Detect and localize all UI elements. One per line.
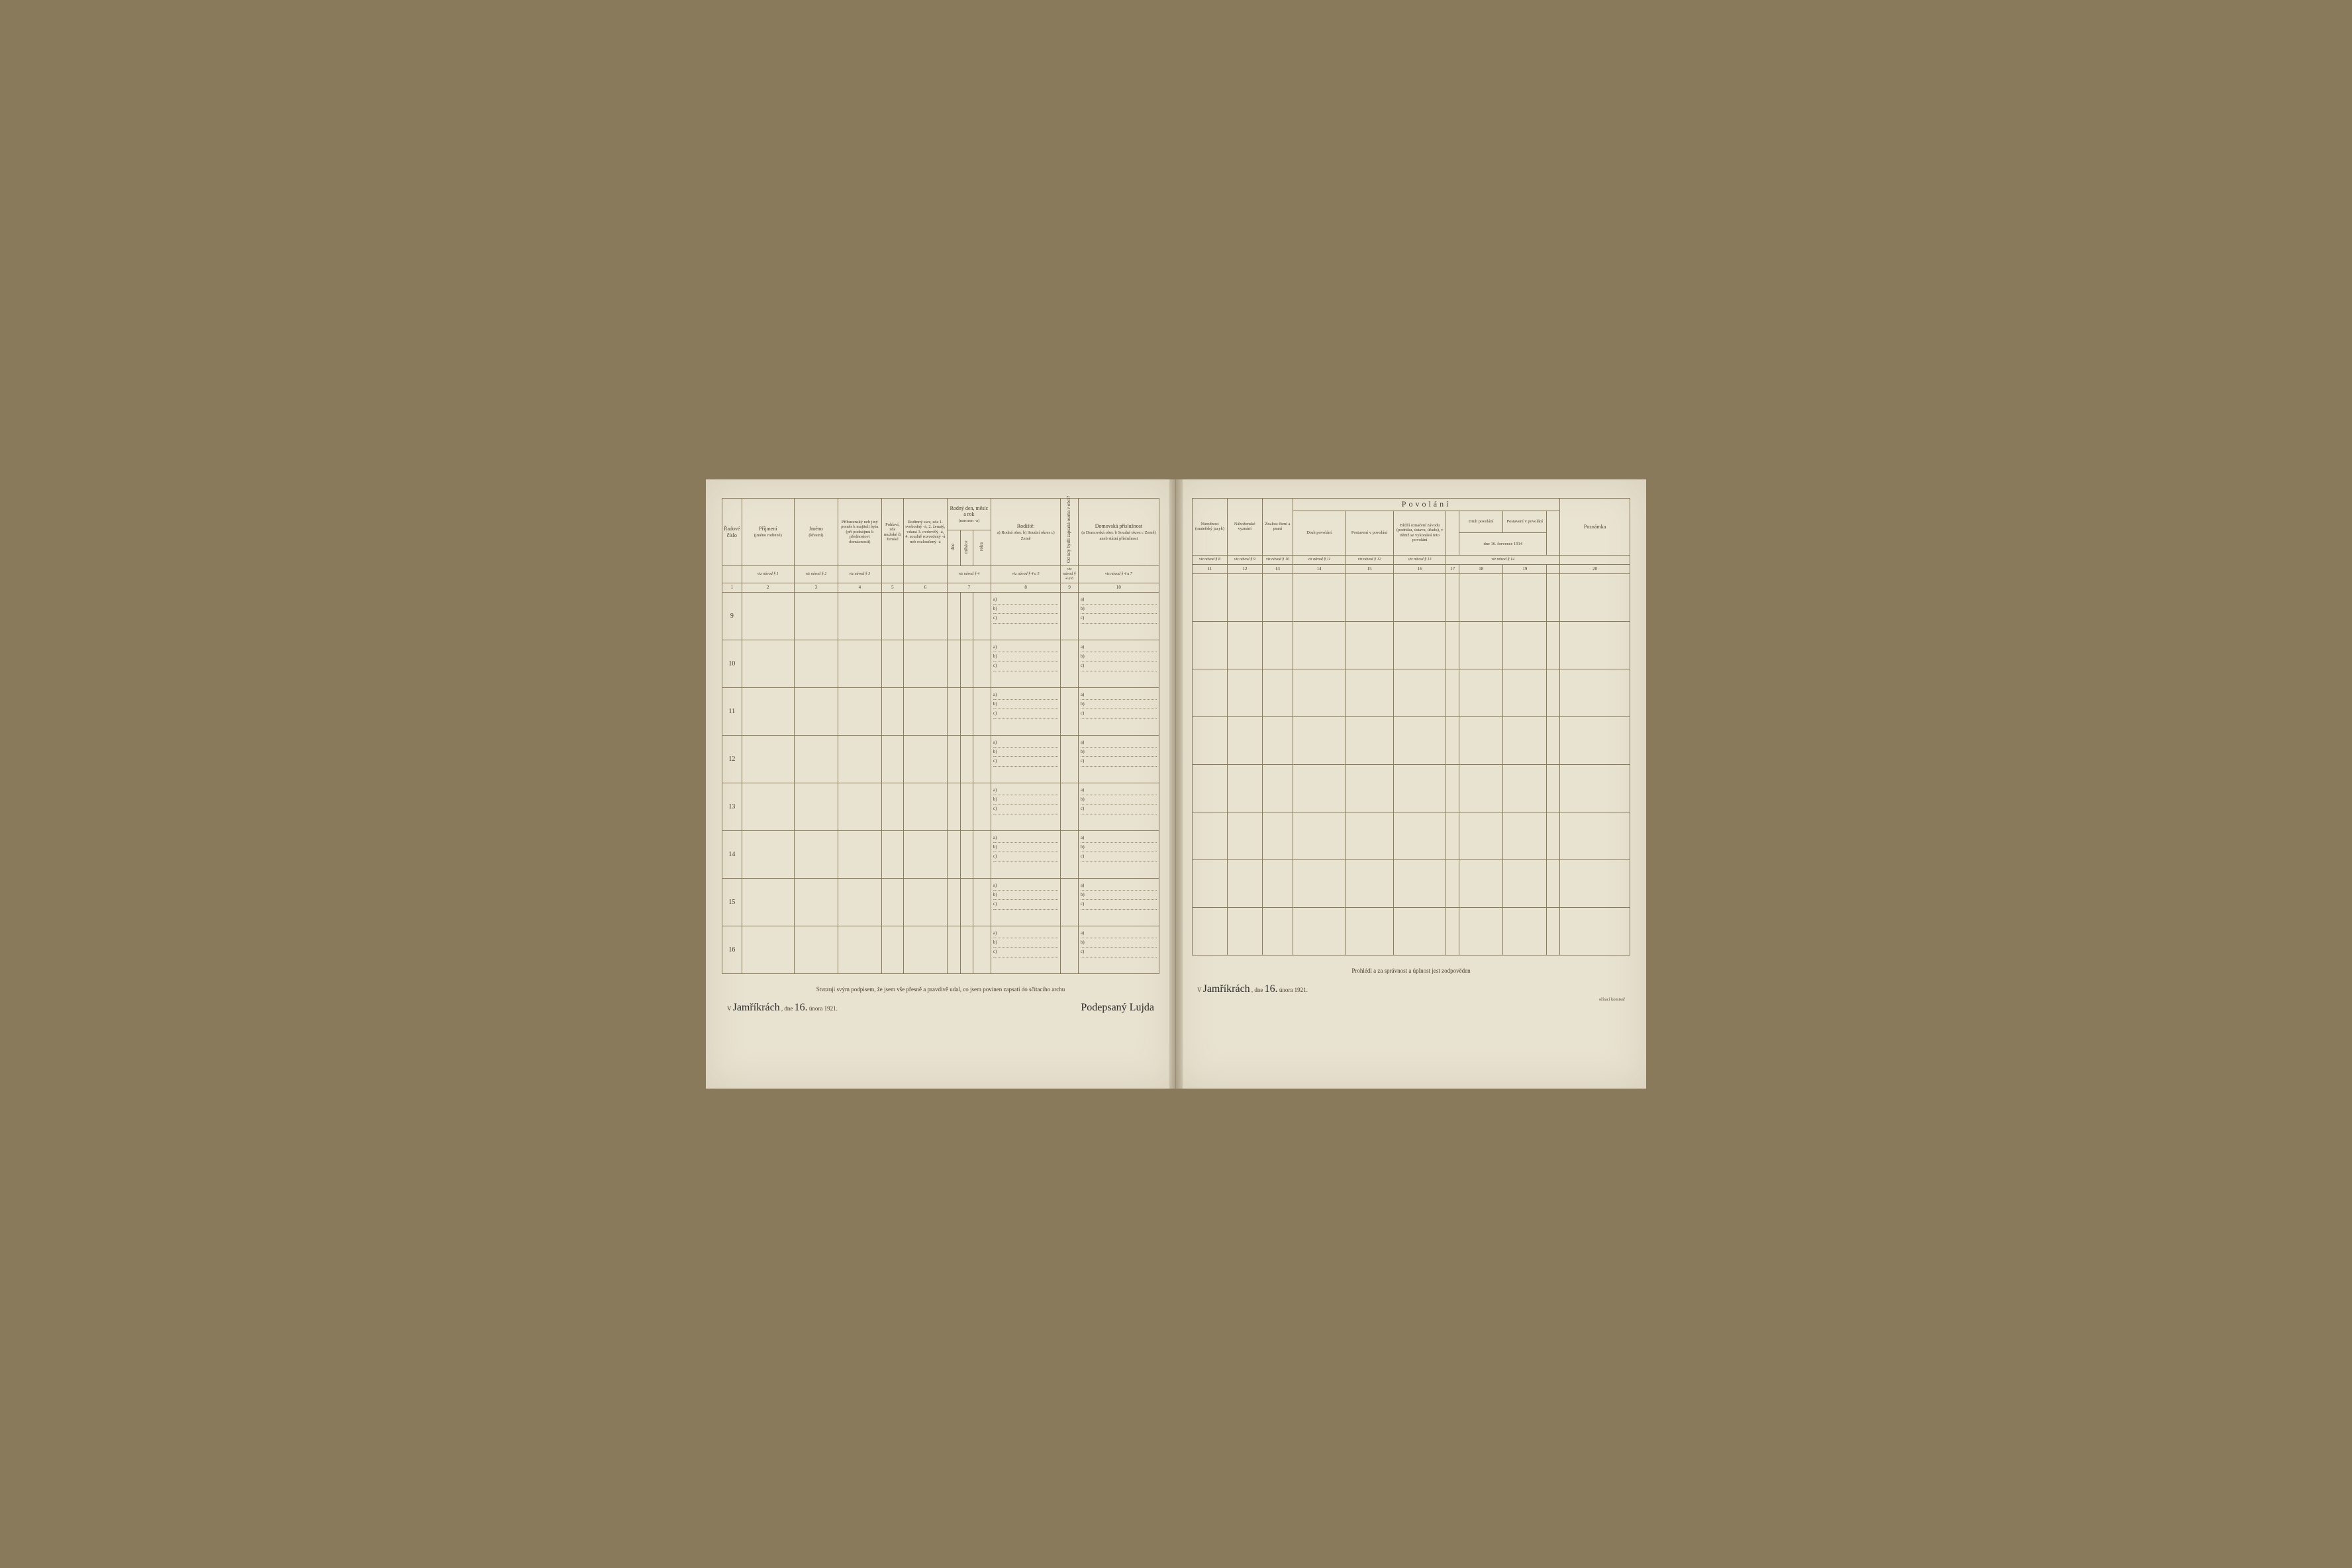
- sig-right-left: Podepsaný Lujda: [1081, 1002, 1154, 1014]
- table-row: [1193, 669, 1630, 716]
- table-row: 14 a) b) c) a) b) c): [722, 830, 1159, 878]
- table-row: [1193, 621, 1630, 669]
- right-sigline: V Jamříkrách , dne 16. února 1921. sčíta…: [1192, 983, 1630, 1002]
- hdr-col5: Pohlaví, zda mužské či ženské: [881, 499, 903, 566]
- sig-place-left: Jamříkrách: [733, 1002, 780, 1013]
- hdr-col10: Domovská příslušnost (a Domovská obec b …: [1078, 499, 1159, 566]
- hdr-c20: Poznámka: [1560, 499, 1630, 556]
- table-row: 13 a) b) c) a) b) c): [722, 783, 1159, 830]
- table-row: [1193, 573, 1630, 621]
- sig-right-right: sčítací komisař: [1599, 983, 1625, 1002]
- hdr-c17a: Druh povolání: [1459, 511, 1503, 533]
- header-row-r0: Národnost (mateřský jazyk) Náboženské vy…: [1193, 499, 1630, 511]
- header-row-1: Řadové číslo Příjmení (jméno rodinné) Jm…: [722, 499, 1159, 530]
- table-row: 10 a) b) c) a) b) c): [722, 640, 1159, 687]
- hdr-c7a: dne: [947, 530, 960, 565]
- table-row: [1193, 764, 1630, 812]
- left-sigline: V Jamříkrách , dne 16. února 1921. Podep…: [722, 1002, 1159, 1014]
- document-spread: Řadové číslo Příjmení (jméno rodinné) Jm…: [706, 479, 1646, 1089]
- left-footer: Stvrzuji svým podpisem, že jsem vše přes…: [722, 986, 1159, 993]
- sig-place-right: Jamříkrách: [1203, 983, 1250, 995]
- ref-row-r: viz návod § 8 viz návod § 9 viz návod § …: [1193, 555, 1630, 564]
- hdr-col4: Příbuzenský neb jiný poměr k majiteli by…: [838, 499, 881, 566]
- table-row: [1193, 859, 1630, 907]
- colnum-row-r: 11 12 13 14 15 16 17 18 19 20: [1193, 564, 1630, 573]
- hdr-c11: Národnost (mateřský jazyk): [1193, 499, 1228, 556]
- ref-row: viz návod § 1 viz návod § 2 viz návod § …: [722, 566, 1159, 583]
- hdr-c16: Bližší označení závodu (podniku, ústavu,…: [1394, 511, 1446, 555]
- right-table: Národnost (mateřský jazyk) Náboženské vy…: [1192, 498, 1630, 956]
- hdr-c14: Druh povolání: [1293, 511, 1346, 555]
- right-page: Národnost (mateřský jazyk) Náboženské vy…: [1176, 479, 1646, 1089]
- hdr-povolani: Povolání: [1293, 499, 1560, 511]
- hdr-col2: Příjmení (jméno rodinné): [742, 499, 794, 566]
- hdr-c17b: Postavení v povolání: [1503, 511, 1547, 533]
- hdr-c7c: roku: [973, 530, 991, 565]
- hdr-c12: Náboženské vyznání: [1227, 499, 1262, 556]
- hdr-col7top: Rodný den, měsíc a rok (narozen -a): [947, 499, 991, 530]
- hdr-col9: Od kdy bydlí zapsaná osoba v obci?: [1061, 499, 1078, 566]
- hdr-col6: Rodinný stav, zda 1. svobodný -á, 2. žen…: [903, 499, 947, 566]
- left-page: Řadové číslo Příjmení (jméno rodinné) Jm…: [706, 479, 1176, 1089]
- hdr-c15: Postavení v povolání: [1346, 511, 1394, 555]
- table-row: [1193, 716, 1630, 764]
- table-row: [1193, 907, 1630, 955]
- hdr-c17v: [1446, 511, 1459, 555]
- hdr-col8: Rodiště: a) Rodná obec b) Soudní okres c…: [991, 499, 1061, 566]
- table-row: 15 a) b) c) a) b) c): [722, 878, 1159, 926]
- hdr-c13: Znalost čtení a psaní: [1262, 499, 1293, 556]
- right-footer: Prohlédl a za správnost a úplnost jest z…: [1192, 967, 1630, 974]
- table-row: 16 a) b) c) a) b) c): [722, 926, 1159, 973]
- hdr-c7b: měsíce: [960, 530, 973, 565]
- hdr-col1: Řadové číslo: [722, 499, 742, 566]
- hdr-c19v: [1547, 511, 1560, 555]
- table-row: 12 a) b) c) a) b) c): [722, 735, 1159, 783]
- colnum-row: 1 2 3 4 5 6 7 8 9 10: [722, 583, 1159, 592]
- table-row: 11 a) b) c) a) b) c): [722, 687, 1159, 735]
- left-table: Řadové číslo Příjmení (jméno rodinné) Jm…: [722, 498, 1159, 974]
- hdr-col3: Jméno (křestní): [794, 499, 838, 566]
- table-row: 9 a) b) c) a) b) c): [722, 592, 1159, 640]
- table-row: [1193, 812, 1630, 859]
- hdr-c17date: dne 16. července 1914: [1459, 533, 1547, 556]
